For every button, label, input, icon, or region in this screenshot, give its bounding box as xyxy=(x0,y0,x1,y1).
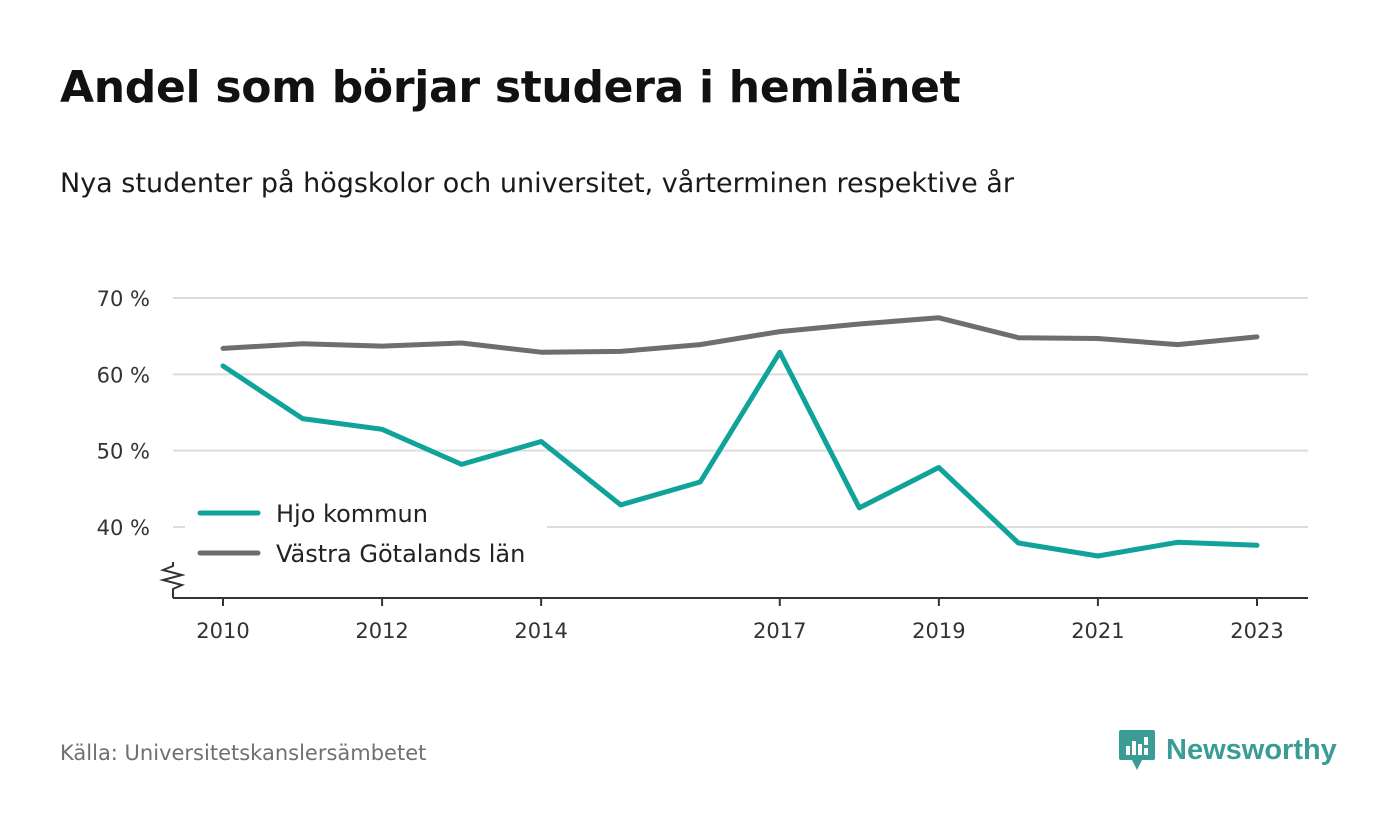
y-tick-label: 40 % xyxy=(97,516,150,540)
x-tick-label: 2010 xyxy=(196,619,249,643)
x-tick-label: 2014 xyxy=(514,619,567,643)
series-line-vastra-gotalands-lan xyxy=(220,315,1260,355)
legend-background xyxy=(185,495,547,583)
source-note: Källa: Universitetskanslersämbetet xyxy=(60,741,427,765)
y-tick-label: 60 % xyxy=(97,363,150,387)
x-tick-label: 2012 xyxy=(355,619,408,643)
chart-title: Andel som börjar studera i hemlänet xyxy=(60,62,961,113)
x-tick-label: 2021 xyxy=(1071,619,1124,643)
newsworthy-brand: Newsworthy xyxy=(1118,728,1337,772)
series-line-hjo-kommun xyxy=(220,349,1260,559)
y-axis-break xyxy=(159,562,186,598)
legend-label: Hjo kommun xyxy=(276,500,428,528)
newsworthy-logo-icon xyxy=(1119,730,1155,770)
x-tick-label: 2017 xyxy=(753,619,806,643)
y-tick-label: 50 % xyxy=(97,440,150,464)
legend-label: Västra Götalands län xyxy=(276,540,525,568)
brand-name: Newsworthy xyxy=(1166,733,1337,766)
x-tick-label: 2019 xyxy=(912,619,965,643)
chart-subtitle: Nya studenter på högskolor och universit… xyxy=(60,168,1014,199)
x-tick-label: 2023 xyxy=(1230,619,1283,643)
y-tick-label: 70 % xyxy=(97,287,150,311)
